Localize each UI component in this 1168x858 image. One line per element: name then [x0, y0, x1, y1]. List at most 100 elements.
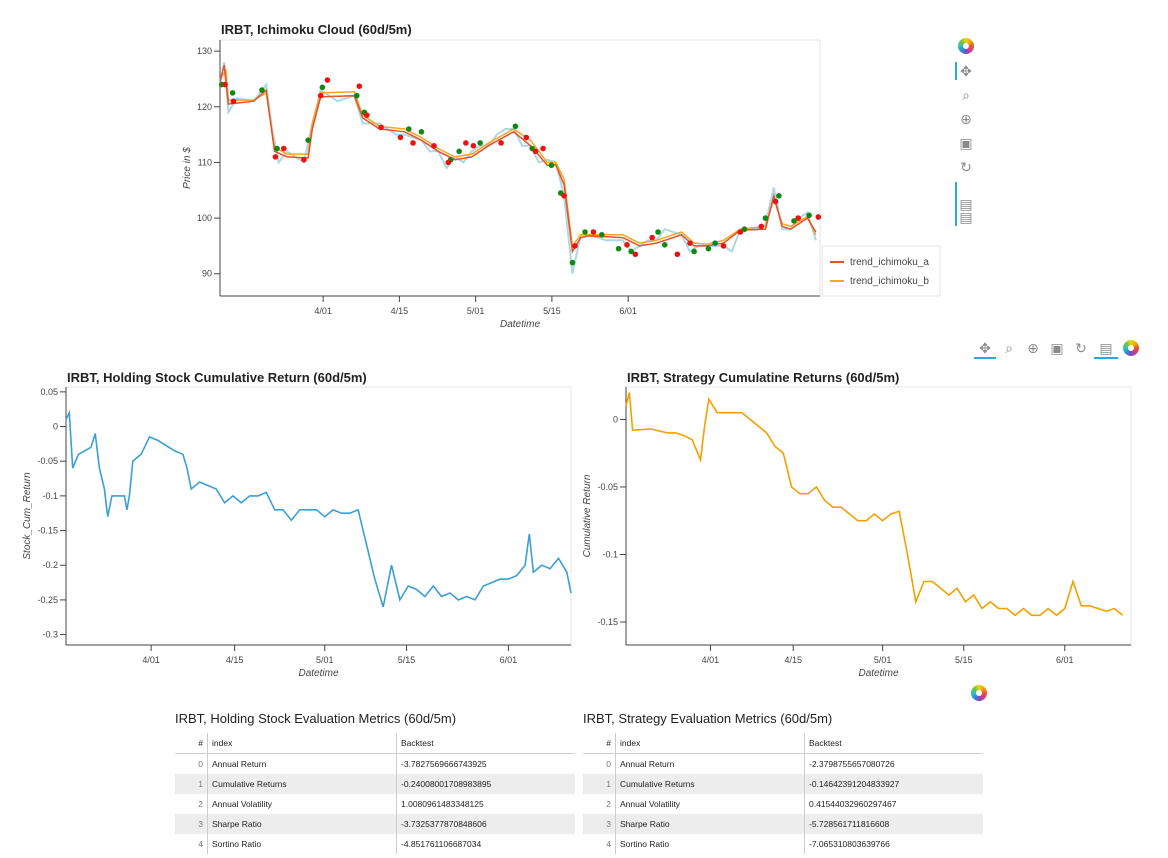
table-row[interactable]: 0 Annual Return -2.3798755657080726 — [583, 753, 983, 774]
x-axis-label: Datetime — [298, 668, 338, 679]
y-tick-label: 0.05 — [40, 387, 58, 397]
row-number: 0 — [175, 753, 208, 774]
x-tick-label: 5/01 — [467, 306, 485, 316]
plot-frame — [219, 39, 821, 297]
holding-return-chart[interactable]: 0.05 0 -0.05 -0.1 -0.15 -0.2 -0.25 -0.3 4/01 4/15… — [0, 383, 580, 683]
y-axis-label: Price in $ — [182, 147, 193, 189]
pan-icon[interactable]: ✥ — [974, 339, 996, 359]
buy-signal-point — [477, 140, 483, 146]
buy-signal-point — [274, 145, 280, 152]
row-number: 4 — [175, 834, 208, 854]
y-axis-label: Stock_Cum_Return — [22, 472, 33, 560]
buy-signal-point — [512, 123, 519, 130]
table-row[interactable]: 1 Cumulative Returns -0.14642391204833927 — [583, 774, 983, 794]
x-tick-label: 4/01 — [314, 306, 332, 316]
buy-signal-point — [628, 248, 634, 255]
buy-signal-point — [655, 229, 661, 235]
buy-signal-point — [712, 240, 718, 246]
sell-signal-point — [815, 214, 822, 220]
x-axis-label: Datetime — [858, 668, 898, 679]
row-number: 0 — [583, 753, 616, 774]
sell-signal-point — [272, 154, 279, 160]
sell-signal-point — [431, 142, 437, 149]
sell-signal-point — [356, 83, 363, 89]
bokeh-logo-icon[interactable] — [1123, 340, 1139, 356]
table-row[interactable]: 2 Annual Volatility 0.41544032960297467 — [583, 794, 983, 814]
sell-signal-point — [772, 198, 779, 205]
sell-signal-point — [572, 243, 578, 249]
hover-icon[interactable]: ▤ — [959, 208, 973, 225]
y-tick-label: 130 — [197, 46, 212, 56]
strategy-return-chart[interactable]: 0 -0.05 -0.1 -0.15 4/01 4/15 5/01 5/15 6/01 Datet… — [575, 383, 1165, 683]
buy-signal-point — [806, 212, 812, 219]
buy-signal-point — [741, 226, 748, 233]
metric-name: Annual Volatility — [615, 794, 805, 814]
buy-signal-point — [259, 87, 265, 93]
strategy-metrics-title: IRBT, Strategy Evaluation Metrics (60d/5… — [583, 711, 833, 726]
hover-icon[interactable]: ▤ — [955, 182, 975, 226]
y-tick-label: -0.2 — [42, 560, 58, 570]
box-zoom-icon[interactable]: ⌕ — [962, 86, 970, 103]
holding-metrics-table[interactable]: # index Backtest 0 Annual Return -3.782756… — [175, 733, 575, 854]
buy-signal-point — [705, 245, 712, 252]
table-row[interactable]: 4 Sortino Ratio -7.065310803639766 — [583, 834, 983, 854]
sell-signal-point — [624, 242, 630, 248]
y-tick-label: -0.3 — [42, 630, 58, 640]
x-tick-label: 4/15 — [226, 655, 244, 665]
reset-icon[interactable]: ↻ — [1075, 339, 1087, 356]
mid-toolbar: ✥ ⌕ ⊕ ▣ ↻ ▤ — [972, 338, 1142, 360]
table-row[interactable]: 0 Annual Return -3.7827569666743925 — [175, 753, 575, 774]
row-number: 1 — [583, 774, 616, 794]
col-header-backtest[interactable]: Backtest — [396, 733, 575, 754]
x-tick-label: 5/15 — [398, 655, 416, 665]
y-tick-label: -0.05 — [597, 482, 618, 492]
sell-signal-point — [470, 142, 477, 149]
save-icon[interactable]: ▣ — [1050, 339, 1064, 356]
sell-signal-point — [795, 215, 801, 221]
metric-name: Annual Volatility — [207, 794, 397, 814]
sell-signal-point — [737, 229, 744, 235]
col-header-backtest[interactable]: Backtest — [804, 733, 983, 754]
wheel-zoom-icon[interactable]: ⊕ — [1027, 339, 1039, 356]
x-tick-label: 6/01 — [500, 655, 518, 665]
bokeh-logo-icon[interactable] — [958, 38, 974, 54]
buy-signal-point — [762, 215, 769, 221]
sell-signal-point — [674, 251, 681, 258]
pan-icon[interactable]: ✥ — [955, 62, 975, 80]
buy-signal-point — [406, 126, 412, 132]
hover-icon[interactable]: ▤ — [1094, 339, 1118, 359]
table-row[interactable]: 3 Sharpe Ratio -3.7325377870848606 — [175, 814, 575, 834]
save-icon[interactable]: ▣ — [959, 134, 973, 151]
sell-signal-point — [532, 148, 539, 155]
legend-box — [821, 245, 941, 297]
x-tick-label: 5/15 — [955, 655, 973, 665]
table-row[interactable]: 2 Annual Volatility 1.0080961483348125 — [175, 794, 575, 814]
col-header-num[interactable]: # — [175, 733, 208, 754]
col-header-index[interactable]: index — [615, 733, 805, 754]
row-number: 4 — [583, 834, 616, 854]
table-row[interactable]: 1 Cumulative Returns -0.24008001708983895 — [175, 774, 575, 794]
bokeh-logo-icon[interactable] — [971, 685, 987, 701]
reset-icon[interactable]: ↻ — [960, 158, 972, 175]
legend-label: trend_ichimoku_b — [850, 276, 929, 287]
col-header-index[interactable]: index — [207, 733, 397, 754]
sell-signal-point — [590, 229, 597, 235]
sell-signal-point — [324, 77, 331, 83]
y-tick-label: -0.05 — [37, 456, 58, 466]
sell-signal-point — [561, 193, 567, 199]
col-header-num[interactable]: # — [583, 733, 616, 754]
x-tick-label: 5/01 — [874, 655, 892, 665]
sell-signal-point — [222, 81, 228, 88]
sell-signal-point — [523, 134, 530, 141]
buy-signal-point — [229, 90, 236, 96]
ichimoku-chart[interactable]: 90 100 110 120 130 4/01 4/15 5/01 5/15 6/01 Dateti… — [150, 36, 950, 336]
sell-signal-point — [410, 140, 416, 146]
wheel-zoom-icon[interactable]: ⊕ — [960, 110, 972, 127]
buy-signal-point — [305, 137, 311, 143]
table-row[interactable]: 4 Sortino Ratio -4.851761106687034 — [175, 834, 575, 854]
y-tick-label: 120 — [197, 102, 212, 112]
table-row[interactable]: 3 Sharpe Ratio -5.728561711816608 — [583, 814, 983, 834]
box-zoom-icon[interactable]: ⌕ — [1005, 339, 1013, 356]
series-line-chart-holding — [65, 409, 572, 608]
strategy-metrics-table[interactable]: # index Backtest 0 Annual Return -2.379875… — [583, 733, 983, 854]
